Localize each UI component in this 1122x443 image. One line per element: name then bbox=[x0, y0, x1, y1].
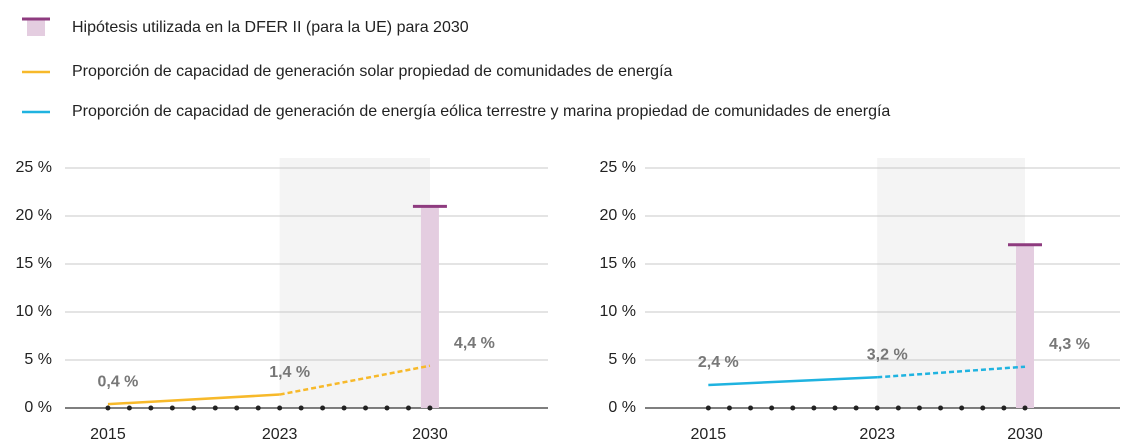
year-dot bbox=[895, 405, 901, 411]
year-dot bbox=[126, 405, 132, 411]
year-dot bbox=[790, 405, 796, 411]
year-dot bbox=[298, 405, 304, 411]
year-dot bbox=[212, 405, 218, 411]
y-tick-label: 25 % bbox=[600, 159, 636, 176]
year-dot bbox=[811, 405, 817, 411]
year-dot bbox=[853, 405, 859, 411]
year-dot bbox=[874, 405, 880, 411]
legend-label: Proporción de capacidad de generación so… bbox=[72, 63, 673, 80]
x-tick-label: 2030 bbox=[1007, 426, 1043, 443]
year-dot bbox=[384, 405, 390, 411]
value-label: 2,4 % bbox=[698, 354, 739, 371]
legend-label: Proporción de capacidad de generación de… bbox=[72, 103, 890, 120]
x-tick-label: 2030 bbox=[412, 426, 448, 443]
year-dot bbox=[427, 405, 433, 411]
value-label: 0,4 % bbox=[97, 373, 138, 390]
y-tick-label: 0 % bbox=[608, 399, 636, 416]
year-dot bbox=[1022, 405, 1028, 411]
year-dot bbox=[769, 405, 775, 411]
year-dot bbox=[1001, 405, 1007, 411]
y-tick-label: 10 % bbox=[600, 303, 636, 320]
y-tick-label: 0 % bbox=[24, 399, 52, 416]
legend-label: Hipótesis utilizada en la DFER II (para … bbox=[72, 19, 469, 36]
year-dot bbox=[405, 405, 411, 411]
year-dot bbox=[105, 405, 111, 411]
year-dot bbox=[320, 405, 326, 411]
series-line bbox=[708, 376, 878, 387]
y-tick-label: 5 % bbox=[608, 351, 636, 368]
target-bar bbox=[1016, 244, 1034, 408]
series-line bbox=[279, 364, 431, 396]
x-tick-label: 2015 bbox=[90, 426, 126, 443]
year-dot bbox=[277, 405, 283, 411]
year-dot bbox=[169, 405, 175, 411]
year-dot bbox=[832, 405, 838, 411]
series-line bbox=[107, 393, 280, 406]
series-line bbox=[877, 365, 1026, 379]
value-label: 4,3 % bbox=[1049, 336, 1090, 353]
y-tick-label: 15 % bbox=[16, 255, 52, 272]
year-dot bbox=[959, 405, 965, 411]
x-tick-label: 2015 bbox=[691, 426, 727, 443]
y-tick-label: 20 % bbox=[16, 207, 52, 224]
x-tick-label: 2023 bbox=[859, 426, 895, 443]
projection-area bbox=[279, 158, 430, 408]
year-dot bbox=[148, 405, 154, 411]
year-dot bbox=[341, 405, 347, 411]
year-dot bbox=[255, 405, 261, 411]
year-dot bbox=[938, 405, 944, 411]
x-tick-label: 2023 bbox=[262, 426, 298, 443]
year-dot bbox=[980, 405, 986, 411]
year-dot bbox=[726, 405, 732, 411]
y-tick-label: 5 % bbox=[24, 351, 52, 368]
value-label: 1,4 % bbox=[269, 364, 310, 381]
value-label: 3,2 % bbox=[867, 346, 908, 363]
year-dot bbox=[748, 405, 754, 411]
legend-swatch bbox=[27, 20, 45, 36]
year-dot bbox=[916, 405, 922, 411]
projection-area bbox=[877, 158, 1025, 408]
year-dot bbox=[363, 405, 369, 411]
year-dot bbox=[234, 405, 240, 411]
target-bar bbox=[420, 206, 439, 408]
y-tick-label: 20 % bbox=[600, 207, 636, 224]
value-label: 4,4 % bbox=[454, 335, 495, 352]
year-dot bbox=[191, 405, 197, 411]
year-dot bbox=[705, 405, 711, 411]
y-tick-label: 15 % bbox=[600, 255, 636, 272]
y-tick-label: 10 % bbox=[16, 303, 52, 320]
y-tick-label: 25 % bbox=[16, 159, 52, 176]
